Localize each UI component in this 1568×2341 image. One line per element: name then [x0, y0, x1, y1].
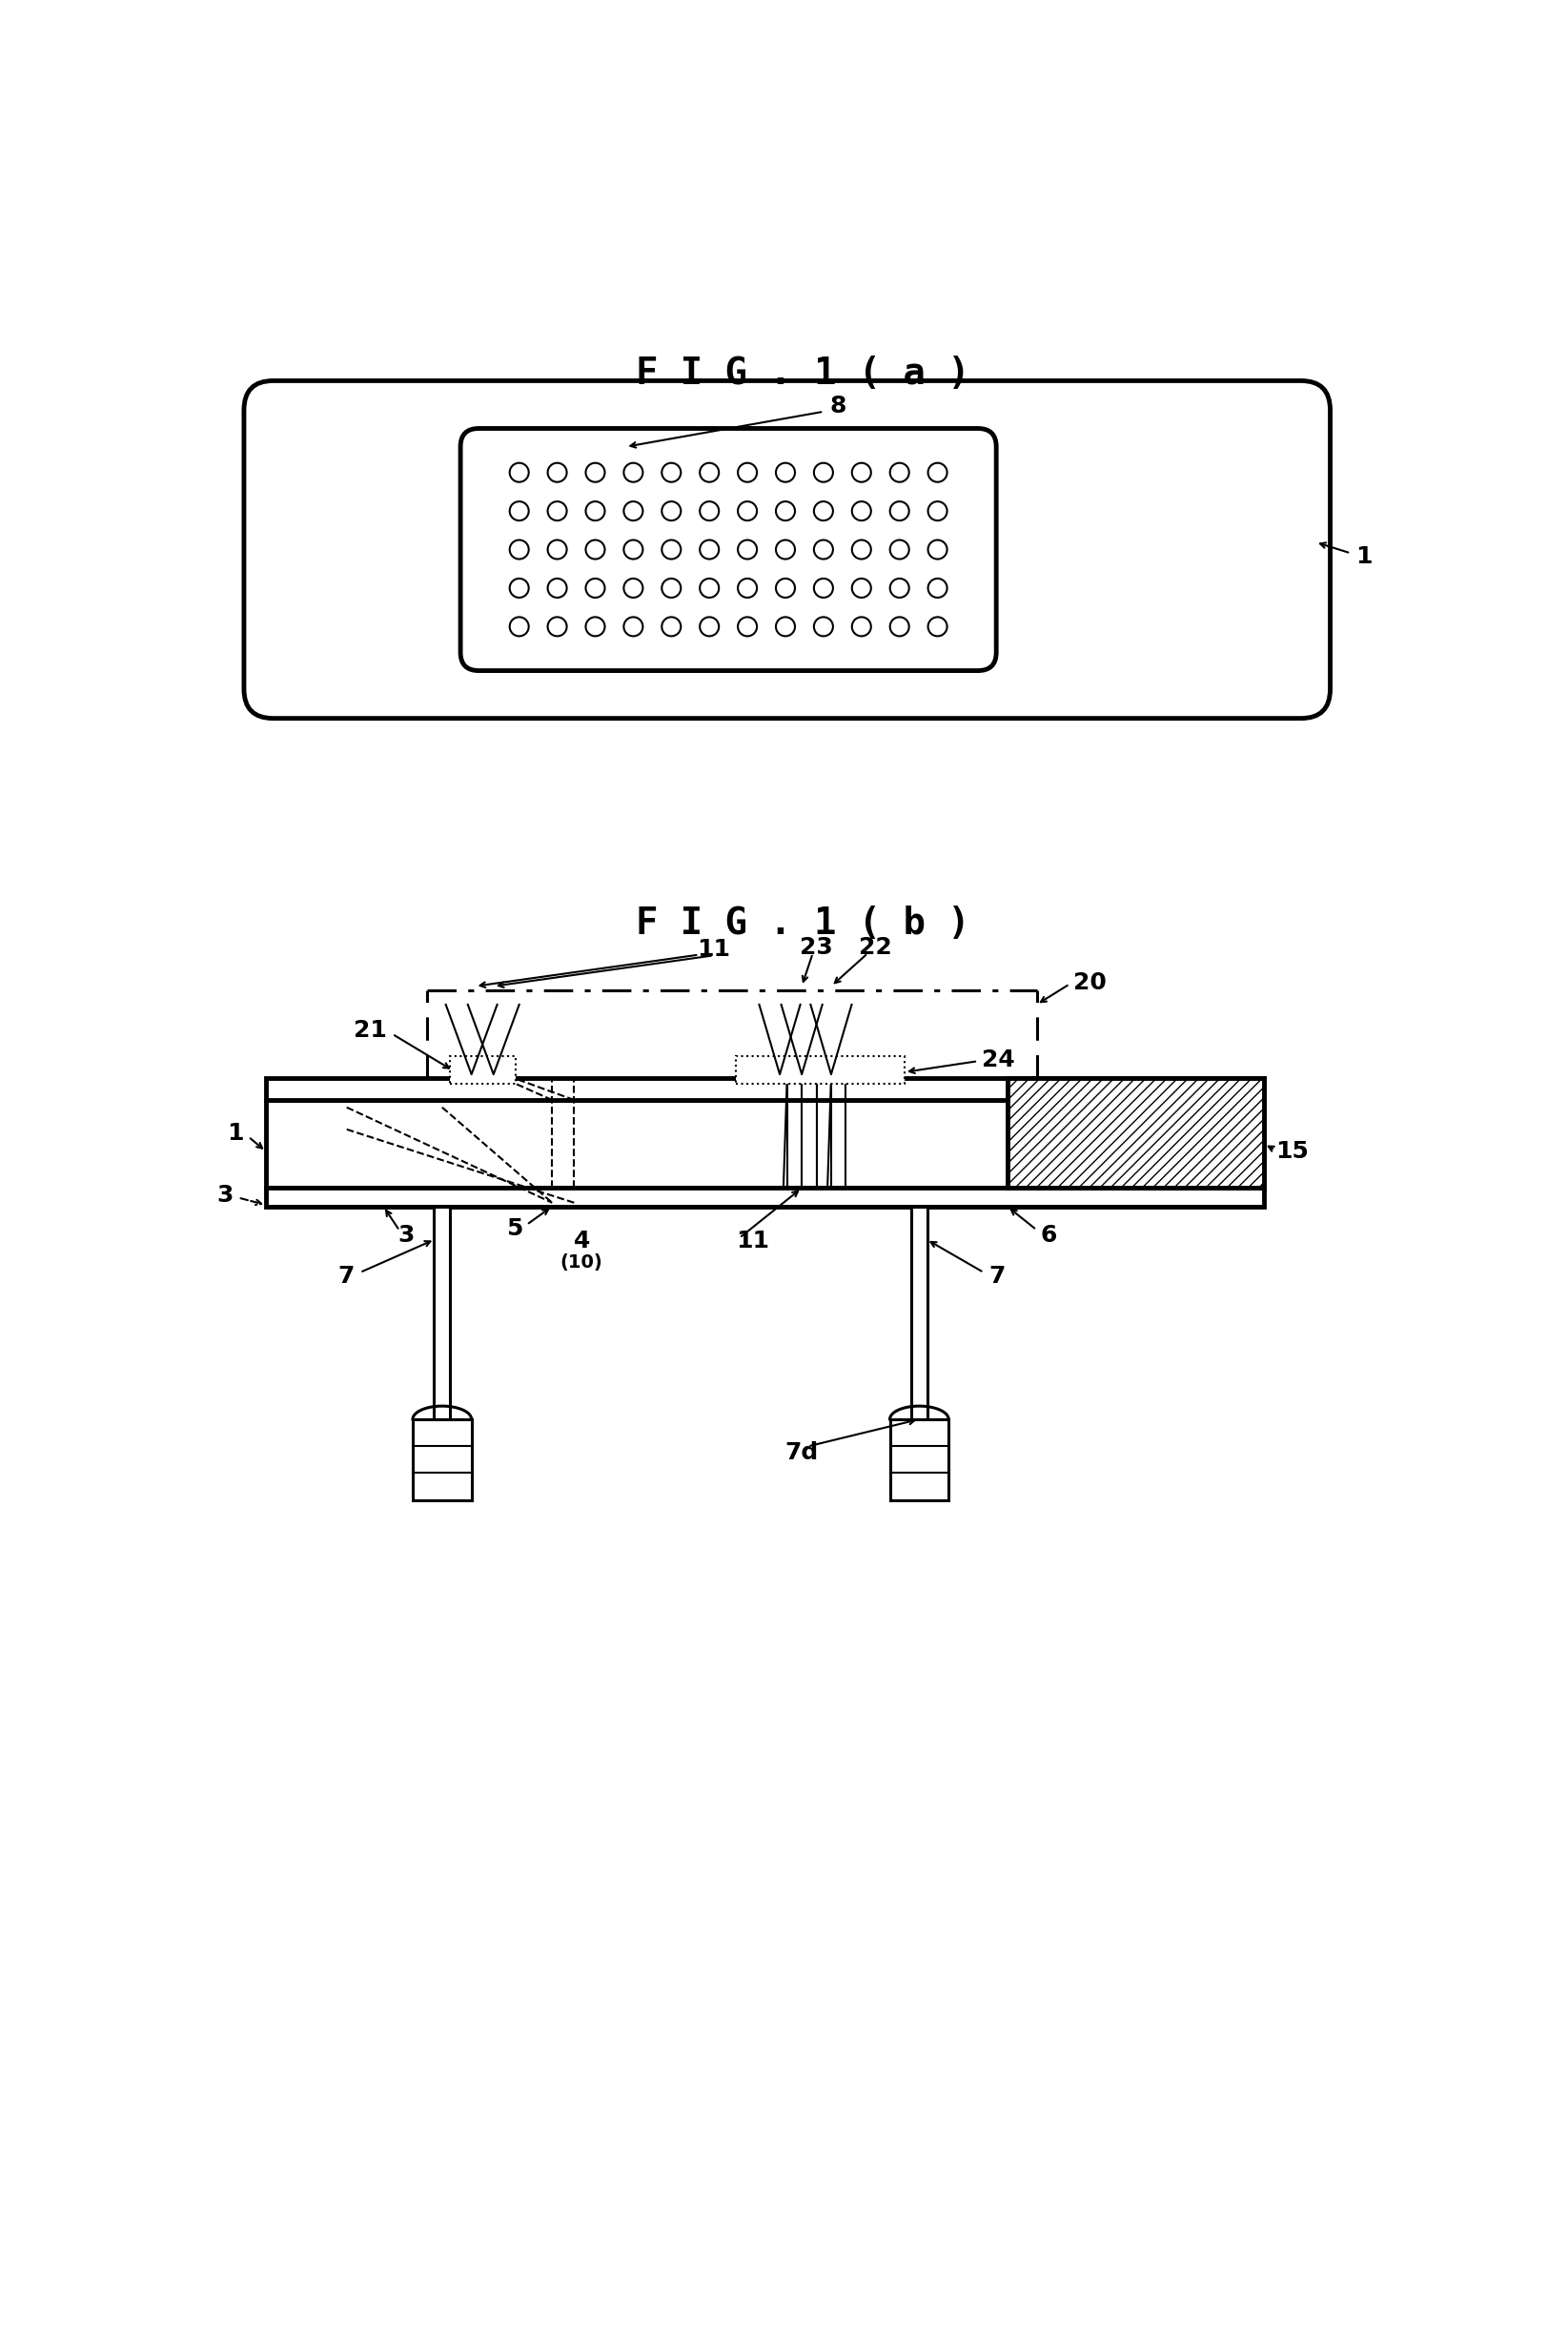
FancyBboxPatch shape — [461, 428, 996, 670]
Text: 8: 8 — [829, 396, 847, 417]
Text: 7: 7 — [337, 1264, 354, 1288]
Bar — [891, 1419, 949, 1501]
Text: 3: 3 — [398, 1224, 414, 1248]
Circle shape — [814, 501, 833, 520]
Circle shape — [699, 578, 718, 597]
Circle shape — [891, 464, 909, 482]
Text: 23: 23 — [800, 936, 833, 960]
Circle shape — [547, 541, 566, 559]
Circle shape — [586, 541, 605, 559]
Circle shape — [739, 618, 757, 637]
Circle shape — [814, 541, 833, 559]
Circle shape — [776, 578, 795, 597]
Circle shape — [662, 578, 681, 597]
Circle shape — [776, 541, 795, 559]
Circle shape — [510, 618, 528, 637]
Circle shape — [510, 464, 528, 482]
Circle shape — [739, 578, 757, 597]
Text: 3: 3 — [216, 1185, 234, 1208]
Circle shape — [699, 464, 718, 482]
Circle shape — [547, 501, 566, 520]
Circle shape — [928, 578, 947, 597]
Circle shape — [624, 464, 643, 482]
Circle shape — [776, 501, 795, 520]
Text: 7d: 7d — [786, 1440, 818, 1463]
Circle shape — [739, 464, 757, 482]
Bar — [735, 1056, 905, 1084]
Circle shape — [891, 501, 909, 520]
Circle shape — [662, 464, 681, 482]
Circle shape — [814, 464, 833, 482]
Circle shape — [662, 618, 681, 637]
Circle shape — [928, 618, 947, 637]
Text: 11: 11 — [698, 939, 731, 962]
Circle shape — [699, 501, 718, 520]
Circle shape — [547, 464, 566, 482]
Text: 7: 7 — [989, 1264, 1005, 1288]
Bar — [267, 1077, 1264, 1100]
Text: 8: 8 — [1168, 1110, 1185, 1133]
Text: 20: 20 — [1074, 972, 1107, 995]
Circle shape — [739, 541, 757, 559]
Circle shape — [624, 578, 643, 597]
Bar — [267, 1189, 1264, 1206]
Circle shape — [851, 618, 872, 637]
Text: 11: 11 — [735, 1229, 768, 1252]
Circle shape — [739, 501, 757, 520]
Circle shape — [510, 501, 528, 520]
Circle shape — [586, 578, 605, 597]
Text: 5: 5 — [506, 1217, 522, 1241]
Circle shape — [891, 618, 909, 637]
Circle shape — [891, 578, 909, 597]
Text: 1: 1 — [227, 1121, 245, 1145]
Circle shape — [662, 541, 681, 559]
Circle shape — [814, 618, 833, 637]
Circle shape — [851, 578, 872, 597]
Text: F I G . 1 ( a ): F I G . 1 ( a ) — [637, 356, 971, 391]
Circle shape — [776, 618, 795, 637]
Circle shape — [624, 541, 643, 559]
Text: 4: 4 — [574, 1229, 590, 1252]
Text: F I G . 1 ( b ): F I G . 1 ( b ) — [637, 906, 971, 941]
Text: (10): (10) — [560, 1255, 604, 1271]
Bar — [450, 1056, 516, 1084]
Circle shape — [624, 618, 643, 637]
Circle shape — [510, 541, 528, 559]
Text: 6: 6 — [1040, 1224, 1057, 1248]
Bar — [434, 1206, 450, 1419]
Text: 1: 1 — [1356, 545, 1372, 569]
Bar — [1007, 1077, 1264, 1189]
Text: 22: 22 — [859, 936, 892, 960]
Circle shape — [510, 578, 528, 597]
Circle shape — [586, 464, 605, 482]
Circle shape — [547, 578, 566, 597]
Text: 21: 21 — [354, 1018, 387, 1042]
Bar — [911, 1206, 927, 1419]
Circle shape — [851, 501, 872, 520]
Circle shape — [699, 618, 718, 637]
Circle shape — [776, 464, 795, 482]
Circle shape — [891, 541, 909, 559]
Circle shape — [928, 501, 947, 520]
Circle shape — [586, 501, 605, 520]
Circle shape — [928, 541, 947, 559]
Circle shape — [851, 464, 872, 482]
Bar — [412, 1419, 472, 1501]
Circle shape — [928, 464, 947, 482]
Circle shape — [586, 618, 605, 637]
Circle shape — [814, 578, 833, 597]
Circle shape — [851, 541, 872, 559]
FancyBboxPatch shape — [245, 382, 1330, 719]
Bar — [267, 1100, 1264, 1189]
Text: 15: 15 — [1275, 1140, 1308, 1163]
Circle shape — [547, 618, 566, 637]
Text: 24: 24 — [982, 1049, 1014, 1072]
Circle shape — [699, 541, 718, 559]
Circle shape — [662, 501, 681, 520]
Circle shape — [624, 501, 643, 520]
